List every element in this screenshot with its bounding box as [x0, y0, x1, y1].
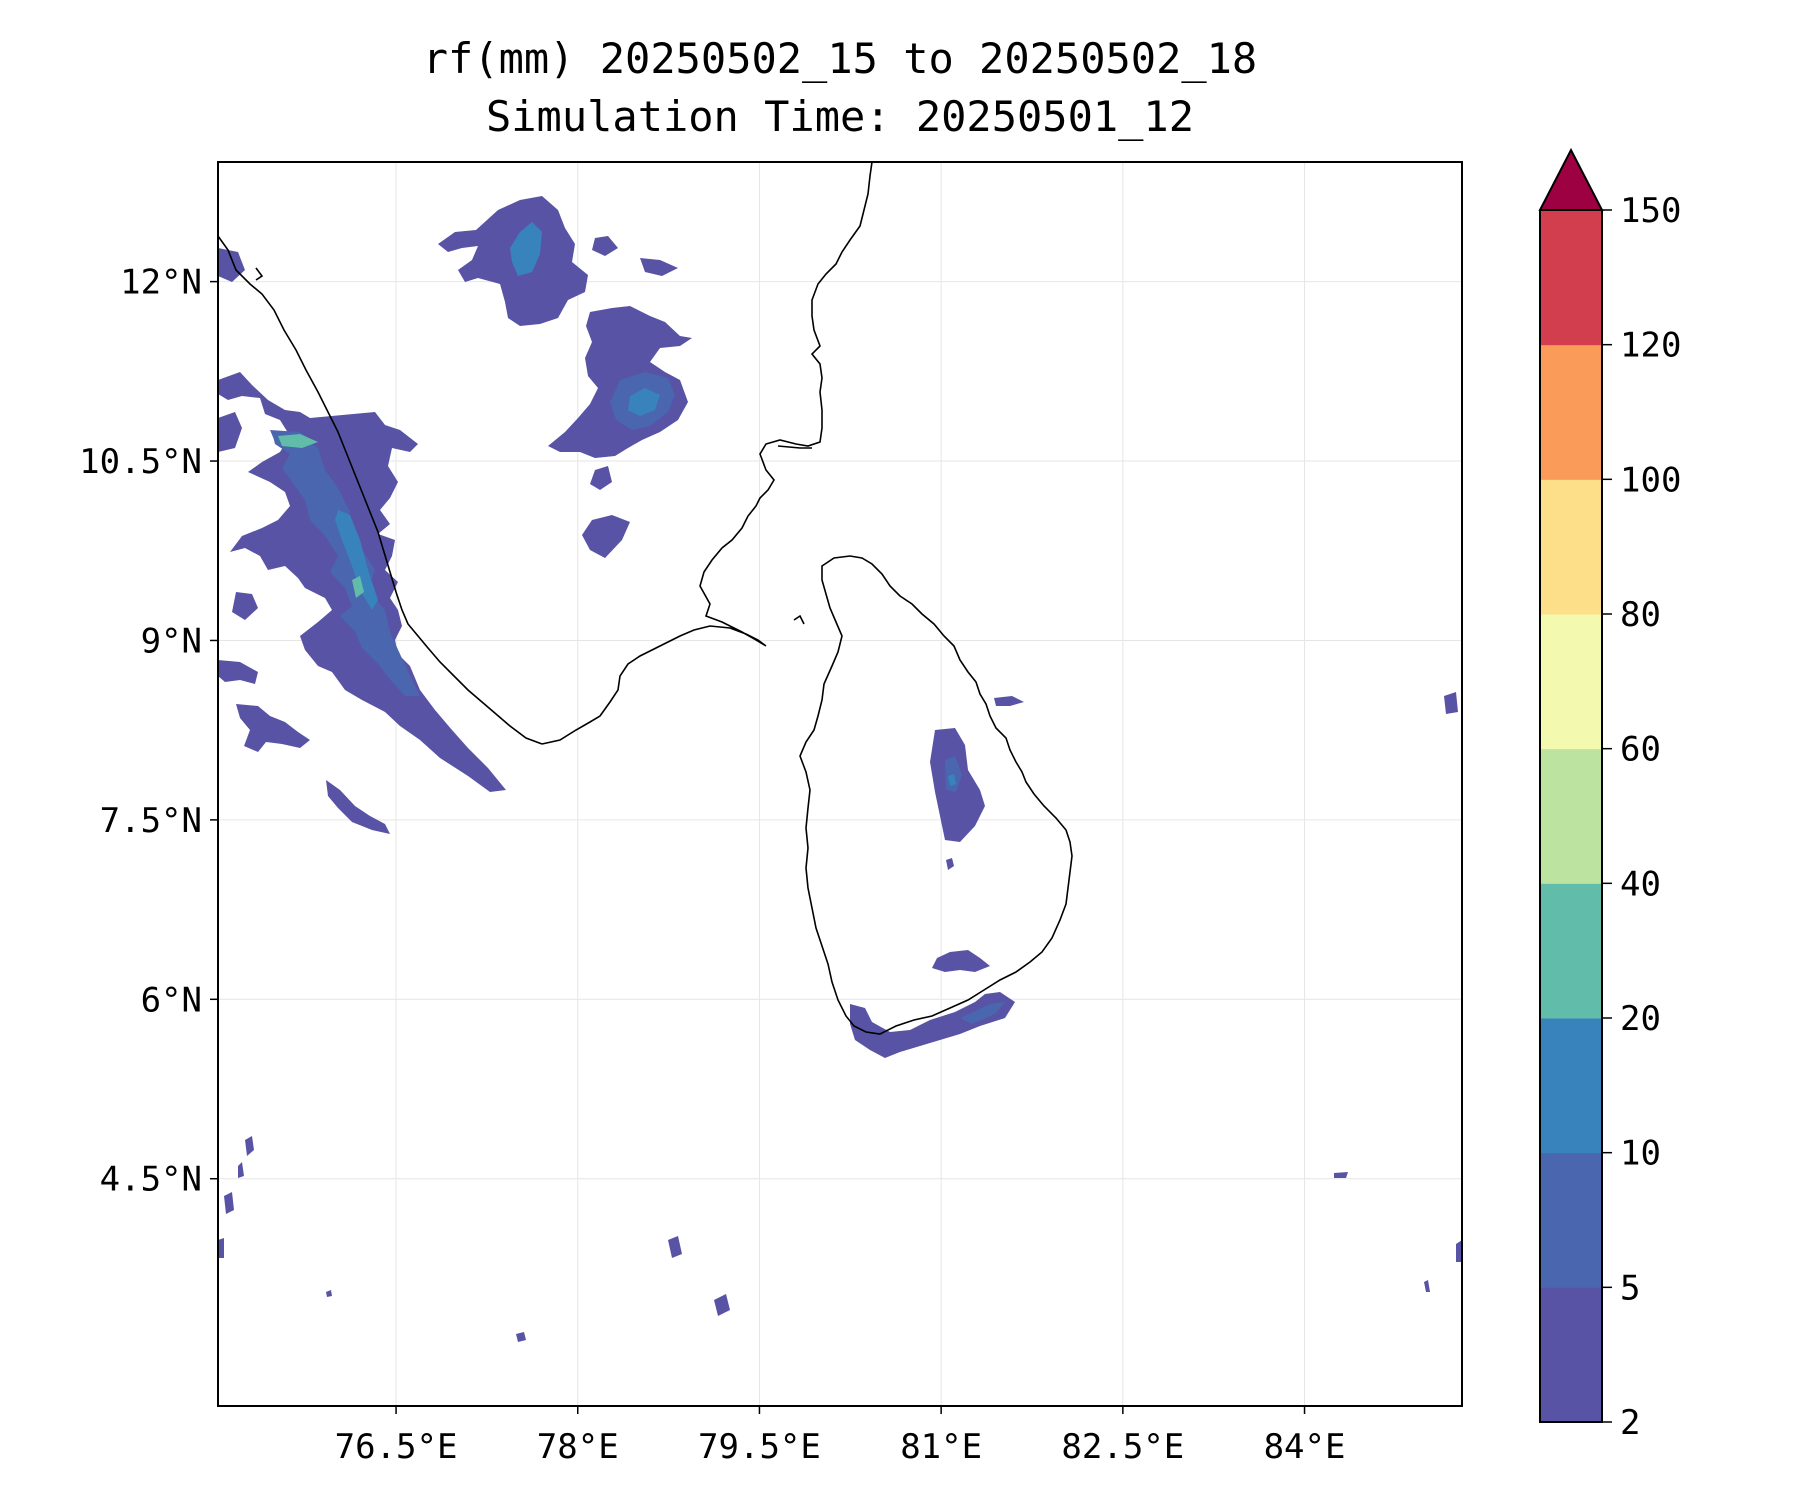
rain-cell-12 [326, 1290, 332, 1297]
rain-area-west-coast-small-3 [232, 592, 258, 620]
x-tick-label: 78°E [537, 1427, 619, 1467]
y-tick-label: 7.5°N [100, 801, 202, 841]
colorbar-segment [1540, 1287, 1602, 1423]
rain-cell-6 [714, 1294, 730, 1316]
rain-area-west-coast-small-2 [218, 248, 245, 282]
rain-area-central-small-3 [590, 466, 612, 490]
colorbar-segment [1540, 210, 1602, 346]
y-tick-label: 10.5°N [79, 442, 202, 482]
rain-area-west-coast-peak [278, 434, 318, 448]
rain-area-central-small [592, 236, 618, 256]
rain-cell-1 [245, 1136, 254, 1156]
colorbar-tick-label: 2 [1620, 1403, 1640, 1443]
rain-area-sri-lanka-peak [948, 774, 956, 786]
x-tick-label: 76.5°E [335, 1427, 458, 1467]
colorbar-segment [1540, 479, 1602, 615]
colorbar-tick-label: 40 [1620, 864, 1661, 904]
rainfall-contours [218, 196, 1462, 1342]
colorbar-segment [1540, 344, 1602, 480]
coastline-island-detail [777, 445, 812, 449]
coastline-island-detail-3 [255, 267, 264, 281]
colorbar-extend-arrow [1538, 147, 1604, 211]
rain-area-west-coast-south-3 [326, 780, 390, 834]
colorbar-tick-label: 120 [1620, 326, 1681, 366]
rain-area-west-coast-peak-2 [352, 576, 364, 598]
x-tick-label: 81°E [900, 1427, 982, 1467]
rain-west-coast [218, 248, 506, 834]
coastline-india-south-east [541, 161, 873, 745]
x-axis: 76.5°E 78°E 79.5°E 81°E 82.5°E 84°E [335, 1406, 1346, 1467]
rain-cell-10 [1456, 1240, 1462, 1262]
rain-area-west-coast-core [272, 432, 420, 696]
rain-area-central-small-2 [640, 258, 678, 276]
colorbar-segment [1540, 1018, 1602, 1154]
colorbar-segment [1540, 748, 1602, 884]
rain-area-west-coast-south [218, 660, 258, 684]
x-tick-label: 84°E [1264, 1427, 1346, 1467]
coastline-india-west [217, 235, 543, 745]
y-axis: 12°N 10.5°N 9°N 7.5°N 6°N 4.5°N [79, 263, 218, 1200]
colorbar-segment [1540, 883, 1602, 1019]
x-tick-label: 79.5°E [698, 1427, 821, 1467]
coastline-island-detail-2 [793, 614, 805, 625]
rain-cell-11 [1424, 1280, 1430, 1292]
rain-area-sri-lanka-southern-coast-core [960, 1002, 1005, 1024]
map-title-line-2: Simulation Time: 20250501_12 [485, 92, 1194, 141]
colorbar-segment [1540, 614, 1602, 750]
rain-area-central-south [582, 515, 630, 558]
rain-cell-5 [668, 1236, 682, 1258]
colorbar-tick-label: 80 [1620, 595, 1661, 635]
rain-cell-2 [238, 1162, 244, 1178]
rain-area-west-coast-south-2 [236, 704, 310, 752]
colorbar: 2 5 10 20 40 60 80 100 120 150 [1538, 147, 1681, 1443]
y-tick-label: 6°N [141, 980, 202, 1020]
rain-area-sri-lanka-core [945, 756, 962, 792]
colorbar-tick-label: 5 [1620, 1268, 1640, 1308]
rain-cell-3 [224, 1192, 234, 1214]
map-frame [217, 161, 1463, 1407]
coastline-sri-lanka [799, 555, 1073, 1035]
y-tick-label: 4.5°N [100, 1160, 202, 1200]
rain-cell-9 [1444, 692, 1458, 714]
x-tick-label: 82.5°E [1061, 1427, 1184, 1467]
colorbar-outline [1539, 210, 1603, 1423]
rain-area-sri-lanka-south [932, 950, 990, 972]
colorbar-tick-label: 10 [1620, 1134, 1661, 1174]
colorbar-tick-label: 60 [1620, 730, 1661, 770]
rain-central-cluster [438, 196, 692, 558]
rain-sri-lanka [850, 696, 1024, 1058]
rain-area-central-core [510, 222, 542, 276]
coastline [217, 161, 1073, 1035]
grid-lines [218, 162, 1462, 1406]
rain-area-west-coast-core-3 [335, 510, 378, 610]
map-title-line-1: rf(mm) 20250502_15 to 20250502_18 [422, 34, 1258, 83]
rain-area-sri-lanka-east [994, 696, 1024, 706]
colorbar-tick-label: 20 [1620, 999, 1661, 1039]
rain-scattered-south [218, 692, 1462, 1342]
colorbar-tick-label: 100 [1620, 460, 1681, 500]
y-tick-label: 9°N [141, 621, 202, 661]
rain-cell-4 [218, 1238, 224, 1258]
rain-area-west-coast-outer [218, 412, 242, 452]
y-tick-label: 12°N [120, 263, 202, 303]
colorbar-segment [1540, 1152, 1602, 1288]
rain-cell-8 [1334, 1172, 1348, 1178]
rain-area-central-mid-peak [628, 388, 660, 416]
rain-cell-7 [516, 1332, 526, 1342]
rain-area-sri-lanka-southern-coast [850, 992, 1015, 1058]
rain-area-sri-lanka-east-2 [946, 858, 954, 870]
colorbar-tick-label: 150 [1620, 191, 1681, 231]
